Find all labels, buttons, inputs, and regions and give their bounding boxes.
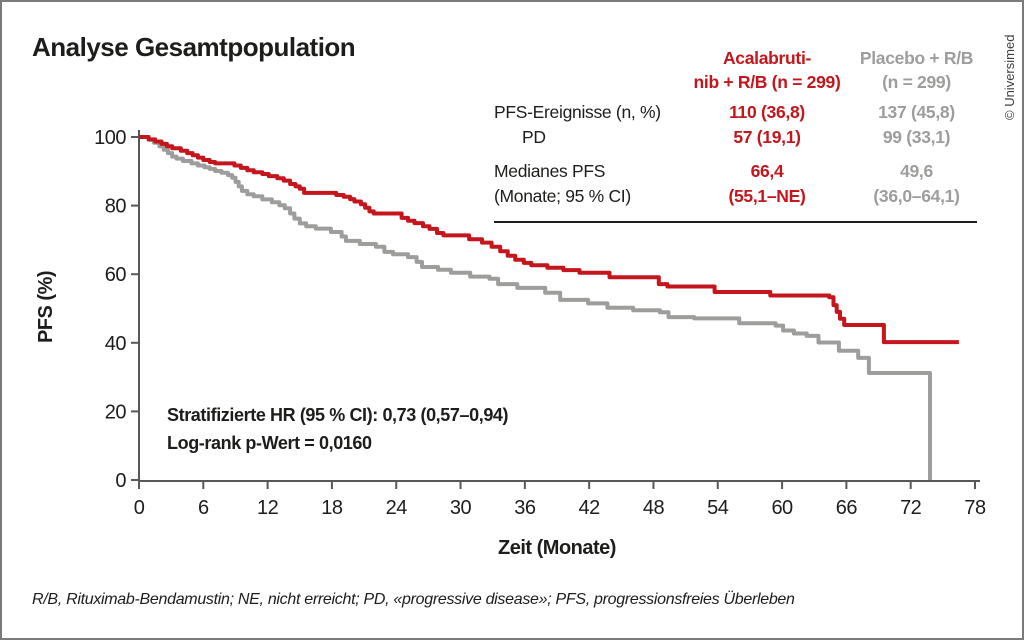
x-tick-label: 78: [964, 497, 986, 519]
pd-placebo-value: 99 (33,1): [882, 127, 951, 147]
pfs-events-label: PFS-Ereignisse (n, %): [494, 102, 661, 122]
x-tick-label: 36: [514, 497, 536, 519]
y-tick-label: 80: [105, 196, 127, 218]
median-pfs-label: Medianes PFS (Monate; 95 % CI): [494, 150, 678, 209]
placebo-curve: [139, 135, 932, 480]
hr-annotation-line2: Log-rank p-Wert = 0,0160: [167, 433, 372, 453]
y-tick-label: 40: [105, 333, 127, 355]
placebo-column-header: Placebo + R/B (n = 299): [856, 46, 977, 100]
median-pfs-placebo-value: 49,6 (36,0–64,1): [856, 150, 977, 209]
median-pfs-label-line2: (Monate; 95 % CI): [494, 186, 631, 206]
pfs-events-placebo-value: 137 (45,8): [878, 102, 955, 122]
y-axis-title: PFS (%): [35, 271, 57, 343]
x-tick-label: 6: [198, 497, 209, 519]
x-tick-label: 66: [836, 497, 858, 519]
x-tick-label: 54: [707, 497, 729, 519]
x-tick-label: 42: [579, 497, 601, 519]
acala-column-header: Acalabruti- nib + R/B (n = 299): [678, 46, 856, 100]
x-tick-label: 18: [321, 497, 343, 519]
publisher-credit: © Universimed: [1002, 34, 1017, 120]
pfs-events-acala-value: 110 (36,8): [729, 102, 805, 122]
pd-label: PD: [522, 127, 546, 147]
hr-annotation: Stratifizierte HR (95 % CI): 0,73 (0,57–…: [167, 401, 509, 457]
placebo-header-line1: Placebo + R/B: [859, 48, 974, 68]
median-pfs-label-line1: Medianes PFS: [494, 161, 606, 181]
x-tick-label: 12: [257, 497, 279, 519]
x-tick-label: 48: [643, 497, 665, 519]
y-tick-label: 100: [94, 127, 126, 149]
median-pfs-acala-line2: (55,1–NE): [728, 186, 806, 206]
acalabrutinib-curve: [139, 135, 959, 345]
stats-header-spacer: [494, 46, 678, 100]
stats-table: Acalabruti- nib + R/B (n = 299) Placebo …: [494, 46, 977, 223]
y-tick-label: 20: [105, 401, 127, 423]
placebo-header-line2: (n = 299): [882, 72, 951, 92]
x-tick-label: 24: [386, 497, 408, 519]
x-tick-label: 30: [450, 497, 472, 519]
x-tick-label: 0: [134, 497, 145, 519]
median-pfs-placebo-line2: (36,0–64,1): [873, 186, 960, 206]
acala-header-line2: nib + R/B (n = 299): [693, 72, 841, 92]
x-axis-title: Zeit (Monate): [498, 537, 616, 559]
x-tick-label: 60: [771, 497, 793, 519]
y-tick-label: 60: [105, 264, 127, 286]
median-pfs-acala-value: 66,4 (55,1–NE): [678, 150, 856, 209]
median-pfs-placebo-line1: 49,6: [900, 161, 933, 181]
pd-acala-value: 57 (19,1): [733, 127, 801, 147]
y-tick-label: 0: [115, 470, 126, 492]
hr-annotation-line1: Stratifizierte HR (95 % CI): 0,73 (0,57–…: [167, 405, 509, 425]
acala-header-line1: Acalabruti-: [722, 48, 812, 68]
page-title: Analyse Gesamtpopulation: [32, 32, 356, 62]
abbreviations-footnote: R/B, Rituximab-Bendamustin; NE, nicht er…: [32, 591, 795, 608]
median-pfs-acala-line1: 66,4: [750, 161, 784, 181]
x-tick-label: 72: [900, 497, 922, 519]
